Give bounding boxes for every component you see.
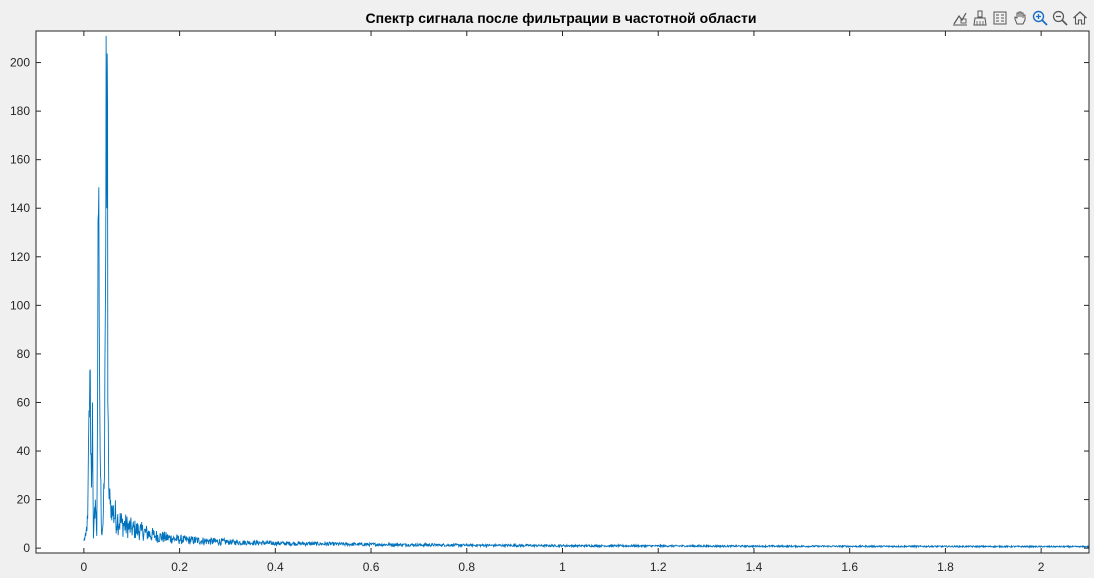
y-tick-label: 160 — [10, 153, 30, 167]
x-tick-label: 1.6 — [841, 560, 858, 574]
y-tick-label: 180 — [10, 104, 30, 118]
x-tick-label: 0.2 — [171, 560, 188, 574]
x-tick-label: 0.6 — [363, 560, 380, 574]
chart-title: Спектр сигнала после фильтрации в частот… — [365, 10, 757, 26]
y-tick-label: 140 — [10, 201, 30, 215]
legend-icon[interactable] — [990, 8, 1009, 28]
home-icon[interactable] — [1070, 8, 1089, 28]
y-tick-label: 120 — [10, 250, 30, 264]
y-tick-label: 200 — [10, 56, 30, 70]
brush-icon[interactable] — [970, 8, 989, 28]
y-tick-label: 40 — [17, 444, 31, 458]
x-tick-label: 0.4 — [267, 560, 284, 574]
zoom-in-icon[interactable] — [1030, 8, 1049, 28]
x-tick-label: 2 — [1038, 560, 1045, 574]
y-tick-label: 60 — [17, 395, 31, 409]
x-tick-label: 1 — [559, 560, 566, 574]
pan-icon[interactable] — [1010, 8, 1029, 28]
zoom-out-icon[interactable] — [1050, 8, 1069, 28]
axes-toolbar — [950, 7, 1089, 29]
x-tick-label: 1.8 — [937, 560, 954, 574]
x-tick-label: 1.4 — [746, 560, 763, 574]
x-tick-label: 1.2 — [650, 560, 667, 574]
spectrum-line — [83, 35, 1089, 549]
y-tick-label: 0 — [23, 541, 30, 555]
x-tick-label: 0 — [81, 560, 88, 574]
y-tick-label: 80 — [17, 347, 31, 361]
data-tips-icon[interactable] — [950, 8, 969, 28]
y-tick-label: 100 — [10, 298, 30, 312]
axes-background — [36, 31, 1089, 553]
x-tick-label: 0.8 — [458, 560, 475, 574]
y-tick-label: 20 — [17, 493, 31, 507]
